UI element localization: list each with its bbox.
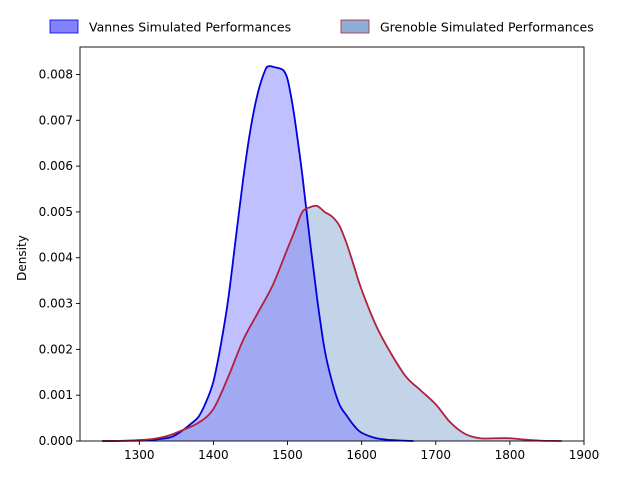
y-tick-label: 0.006 [39, 159, 73, 173]
x-tick-label: 1300 [124, 448, 155, 462]
legend-swatch-series-1 [340, 19, 370, 34]
plot-area [79, 46, 585, 442]
y-tick-label: 0.001 [39, 388, 73, 402]
x-tick-label: 1700 [420, 448, 451, 462]
density-line-series-0 [102, 65, 414, 442]
y-tick-label: 0.007 [39, 113, 73, 127]
legend-label-series-1: Grenoble Simulated Performances [380, 20, 594, 35]
plot-frame [79, 46, 585, 442]
density-line-series-1 [102, 204, 562, 442]
x-tick-label: 1900 [569, 448, 600, 462]
legend-swatch-series-0 [49, 19, 79, 34]
y-axis: 0.000 0.001 0.002 0.003 0.004 0.005 0.006 0.007… [39, 67, 80, 448]
x-tick-label: 1500 [272, 448, 303, 462]
density-fill-series-0 [102, 66, 414, 441]
density-fill-series-1 [102, 205, 562, 441]
x-tick-label: 1400 [198, 448, 229, 462]
legend-label-series-0: Vannes Simulated Performances [89, 20, 291, 35]
x-axis: 1300 1400 1500 1600 1700 1800 1900 [124, 441, 599, 462]
y-tick-label: 0.002 [39, 342, 73, 356]
y-tick-label: 0.003 [39, 297, 73, 311]
x-tick-label: 1600 [346, 448, 377, 462]
y-axis-label: Density [15, 235, 29, 281]
y-tick-label: 0.000 [39, 434, 73, 448]
y-tick-label: 0.005 [39, 205, 73, 219]
y-tick-label: 0.008 [39, 67, 73, 81]
x-tick-label: 1800 [495, 448, 526, 462]
legend: Vannes Simulated Performances Grenoble Si… [49, 19, 594, 35]
y-tick-label: 0.004 [39, 251, 73, 265]
